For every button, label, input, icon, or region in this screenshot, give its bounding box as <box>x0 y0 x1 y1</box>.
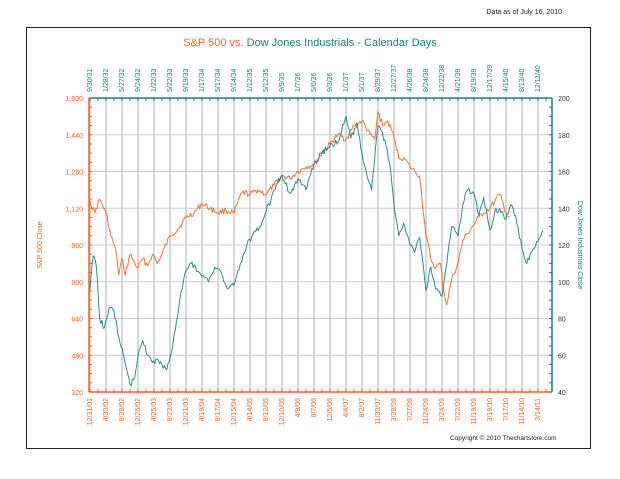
top-tick-label: 8/13/40 <box>519 69 526 92</box>
left-tick-label: 1,280 <box>65 170 83 177</box>
right-tick-label: 140 <box>558 206 570 213</box>
bottom-tick-label: 7/17/10 <box>503 398 510 421</box>
top-tick-label: 1/28/32 <box>103 69 110 92</box>
right-tick-label: 100 <box>558 280 570 287</box>
bottom-tick-label: 8/7/06 <box>311 398 318 418</box>
left-tick-label: 640 <box>71 317 83 324</box>
right-tick-label: 180 <box>558 133 570 140</box>
bottom-tick-label: 11/24/08 <box>423 398 430 425</box>
bottom-tick-label: 8/17/04 <box>215 398 222 421</box>
left-tick-label: 1,120 <box>65 206 83 213</box>
left-tick-label: 960 <box>71 243 83 250</box>
bottom-tick-label: 12/5/06 <box>327 398 334 421</box>
top-tick-label: 5/27/32 <box>119 69 126 92</box>
left-tick-label: 480 <box>71 353 83 360</box>
bottom-tick-label: 3/19/10 <box>487 398 494 421</box>
left-tick-label: 1,440 <box>65 133 83 140</box>
bottom-tick-label: 4/9/06 <box>295 398 302 418</box>
bottom-tick-label: 8/28/02 <box>119 398 126 421</box>
bottom-tick-label: 11/19/09 <box>471 398 478 425</box>
top-tick-label: 4/15/40 <box>503 69 510 92</box>
top-tick-label: 5/17/34 <box>215 69 222 92</box>
top-tick-label: 5/6/36 <box>311 72 318 92</box>
bottom-tick-label: 4/19/04 <box>199 398 206 421</box>
bottom-tick-label: 12/15/04 <box>231 398 238 425</box>
bottom-tick-label: 12/21/03 <box>183 398 190 425</box>
bottom-tick-label: 8/2/07 <box>359 398 366 418</box>
left-tick-label: 320 <box>71 390 83 397</box>
left-tick-label: 1,600 <box>65 96 83 103</box>
sp500-series-line <box>89 111 510 306</box>
title-sp500: S&P 500 vs. <box>183 37 244 49</box>
top-tick-label: 4/26/38 <box>407 69 414 92</box>
left-axis-title: S&P 500 Close <box>37 221 44 268</box>
bottom-tick-label: 8/23/03 <box>167 398 174 421</box>
top-tick-label: 9/19/33 <box>183 69 190 92</box>
top-tick-label: 1/7/36 <box>295 72 302 92</box>
bottom-tick-label: 7/22/09 <box>455 398 462 421</box>
top-tick-label: 1/12/35 <box>247 69 254 92</box>
bottom-tick-label: 12/10/05 <box>279 398 286 425</box>
title-dow: Dow Jones Industrials - Calendar Days <box>246 37 437 49</box>
top-tick-label: 9/9/35 <box>279 72 286 92</box>
top-tick-label: 1/17/34 <box>199 69 206 92</box>
bottom-tick-label: 11/14/10 <box>519 398 526 425</box>
top-tick-label: 12/11/40 <box>535 65 542 92</box>
data-as-of-note: Data as of July 16, 2010 <box>486 9 563 16</box>
bottom-tick-label: 12/31/01 <box>87 398 94 425</box>
bottom-tick-label: 12/26/02 <box>135 398 142 425</box>
bottom-tick-label: 3/28/08 <box>391 398 398 421</box>
top-tick-label: 4/21/39 <box>455 69 462 92</box>
bottom-tick-label: 7/27/08 <box>407 398 414 421</box>
top-tick-label: 12/17/39 <box>487 65 494 92</box>
chart-title: S&P 500 vs. Dow Jones Industrials - Cale… <box>0 37 620 49</box>
dow-series-line <box>89 115 544 387</box>
right-tick-label: 200 <box>558 96 570 103</box>
bottom-tick-label: 3/14/11 <box>535 398 542 421</box>
chart-frame <box>26 27 591 449</box>
top-tick-label: 8/24/38 <box>423 69 430 92</box>
right-axis-title: Dow Jones Industrials Close <box>576 201 583 289</box>
bottom-tick-label: 4/25/03 <box>151 398 158 421</box>
copyright: Copyright © 2010 Thechartstore.com <box>450 435 557 442</box>
top-tick-label: 5/22/33 <box>167 69 174 92</box>
right-tick-label: 80 <box>558 317 566 324</box>
top-tick-label: 8/29/37 <box>375 69 382 92</box>
right-tick-label: 160 <box>558 170 570 177</box>
right-tick-label: 40 <box>558 390 566 397</box>
top-tick-label: 12/27/37 <box>391 65 398 92</box>
top-tick-label: 12/22/38 <box>439 65 446 92</box>
top-tick-label: 1/1/37 <box>343 72 350 92</box>
top-tick-label: 8/19/39 <box>471 69 478 92</box>
bottom-tick-label: 4/14/05 <box>247 398 254 421</box>
top-tick-label: 9/3/36 <box>327 72 334 92</box>
top-tick-label: 9/14/34 <box>231 69 238 92</box>
top-tick-label: 9/30/31 <box>87 69 94 92</box>
top-tick-label: 5/1/37 <box>359 72 366 92</box>
bottom-tick-label: 3/24/09 <box>439 398 446 421</box>
bottom-tick-label: 8/12/05 <box>263 398 270 421</box>
top-tick-label: 1/22/33 <box>151 69 158 92</box>
bottom-tick-label: 4/30/02 <box>103 398 110 421</box>
bottom-tick-label: 11/30/07 <box>375 398 382 425</box>
top-tick-label: 5/12/35 <box>263 69 270 92</box>
top-tick-label: 9/24/32 <box>135 69 142 92</box>
right-tick-label: 60 <box>558 353 566 360</box>
bottom-tick-label: 4/4/07 <box>343 398 350 418</box>
left-tick-label: 800 <box>71 280 83 287</box>
right-tick-label: 120 <box>558 243 570 250</box>
